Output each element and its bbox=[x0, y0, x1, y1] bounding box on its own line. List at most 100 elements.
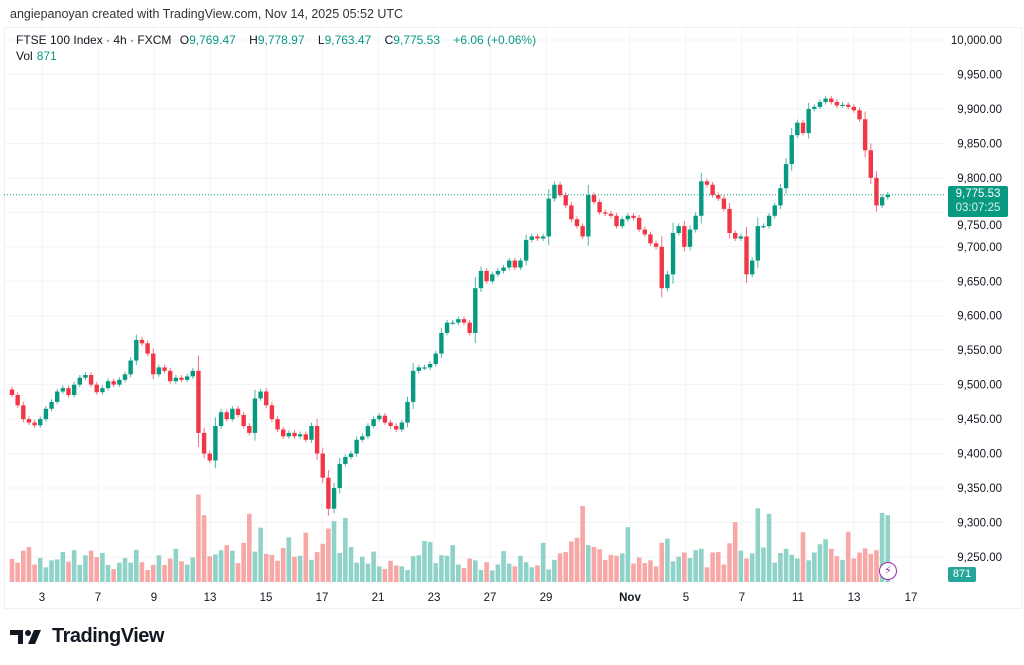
candle-body bbox=[778, 188, 783, 206]
candle-body bbox=[394, 426, 399, 430]
volume-bar bbox=[625, 527, 631, 582]
candle bbox=[394, 423, 399, 432]
candle bbox=[71, 381, 77, 398]
candle bbox=[314, 419, 320, 460]
lightning-icon[interactable]: ⚡ bbox=[879, 562, 897, 580]
candle-body bbox=[162, 367, 167, 371]
volume-bar bbox=[772, 562, 778, 582]
candle bbox=[21, 401, 26, 423]
volume-bar bbox=[693, 550, 698, 582]
tradingview-logo[interactable]: TradingView bbox=[10, 625, 164, 648]
low-value: 9,763.47 bbox=[324, 33, 372, 47]
volume-bar bbox=[439, 555, 444, 582]
candle bbox=[134, 334, 139, 366]
candle bbox=[201, 427, 207, 459]
candle-body bbox=[603, 212, 608, 214]
volume-bar bbox=[224, 545, 229, 582]
volume-bar bbox=[337, 552, 342, 582]
candle bbox=[631, 213, 636, 221]
candle bbox=[817, 99, 823, 110]
volume-bar bbox=[608, 554, 614, 582]
symbol-label: FTSE 100 Index · 4h · FXCM bbox=[16, 33, 172, 47]
candle bbox=[783, 158, 789, 194]
volume-bar bbox=[235, 563, 241, 582]
candle bbox=[484, 268, 489, 284]
volume-bar bbox=[597, 549, 602, 582]
candle-body bbox=[823, 98, 828, 103]
candle bbox=[648, 231, 653, 246]
candle bbox=[377, 412, 382, 422]
candle bbox=[43, 406, 49, 422]
candle bbox=[224, 409, 229, 422]
chart-frame bbox=[4, 27, 1022, 609]
volume-bar bbox=[309, 559, 314, 582]
candle bbox=[862, 111, 868, 158]
candle-body bbox=[563, 195, 568, 206]
candle-body bbox=[139, 339, 145, 344]
candle bbox=[247, 423, 252, 436]
candle bbox=[868, 143, 873, 185]
candle-body bbox=[676, 226, 681, 234]
candle bbox=[772, 202, 777, 219]
candle-body bbox=[552, 184, 557, 199]
candle-body bbox=[766, 215, 772, 227]
candle-body bbox=[168, 370, 173, 382]
candle-body bbox=[812, 106, 817, 109]
candle bbox=[795, 119, 800, 138]
volume-bar bbox=[382, 569, 388, 582]
candle-body bbox=[540, 236, 546, 239]
candle-body bbox=[43, 408, 49, 420]
candle bbox=[184, 373, 190, 383]
volume-bar bbox=[167, 558, 173, 582]
candle-body bbox=[557, 184, 563, 196]
volume-bar bbox=[682, 552, 687, 582]
volume-bar bbox=[828, 548, 834, 582]
volume-value: 871 bbox=[36, 49, 57, 63]
candle-body bbox=[636, 217, 642, 230]
volume-bar bbox=[128, 562, 133, 582]
candle-body bbox=[371, 419, 376, 427]
volume-bar bbox=[766, 513, 772, 582]
candle-body bbox=[416, 367, 421, 371]
candle bbox=[241, 412, 246, 429]
candle bbox=[574, 216, 580, 229]
candle-body bbox=[224, 412, 229, 420]
volume-bar bbox=[552, 559, 557, 582]
x-tick-label: 15 bbox=[260, 592, 273, 604]
volume-bar bbox=[778, 552, 783, 582]
candle-body bbox=[450, 322, 455, 324]
candle-body bbox=[597, 201, 602, 213]
candle-body bbox=[829, 98, 834, 103]
candle-body bbox=[326, 477, 331, 509]
volume-bar bbox=[37, 558, 43, 582]
candle-body bbox=[693, 215, 698, 230]
candle-body bbox=[348, 453, 354, 458]
candle-body bbox=[727, 208, 732, 234]
candle-body bbox=[422, 367, 427, 369]
candle-body bbox=[755, 226, 760, 261]
candle bbox=[444, 319, 450, 336]
volume-bar bbox=[331, 521, 337, 582]
volume-bar bbox=[156, 555, 162, 582]
candle bbox=[846, 102, 851, 110]
candle bbox=[348, 450, 354, 460]
volume-bar bbox=[111, 569, 116, 582]
candle-body bbox=[608, 213, 614, 216]
x-tick-label: 17 bbox=[905, 592, 918, 604]
volume-bar bbox=[343, 517, 348, 582]
volume-bar bbox=[484, 562, 489, 582]
candle-body bbox=[122, 374, 128, 380]
volume-bar bbox=[241, 542, 246, 582]
candle-body bbox=[281, 429, 286, 437]
candle-body bbox=[247, 426, 252, 433]
candle-body bbox=[851, 106, 857, 111]
candle-body bbox=[134, 339, 139, 361]
candle bbox=[665, 270, 670, 292]
x-tick-label: 7 bbox=[739, 592, 745, 604]
candle-body bbox=[484, 270, 489, 282]
volume-bar bbox=[535, 565, 540, 582]
volume-bar bbox=[444, 555, 450, 582]
candle bbox=[343, 454, 348, 467]
candle bbox=[586, 184, 591, 246]
